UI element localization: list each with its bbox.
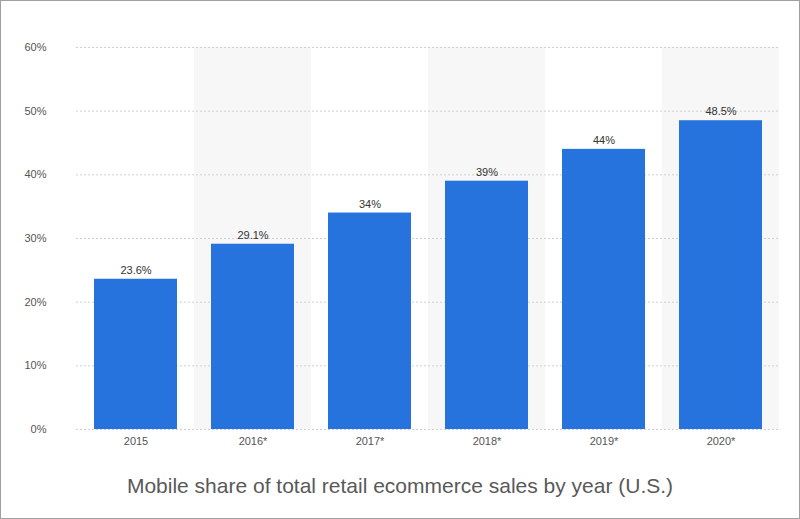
svg-text:2016*: 2016*: [239, 435, 268, 447]
svg-text:44%: 44%: [593, 134, 615, 146]
svg-text:39%: 39%: [476, 166, 498, 178]
svg-text:40%: 40%: [24, 168, 46, 180]
svg-text:2018*: 2018*: [473, 435, 502, 447]
svg-text:10%: 10%: [24, 359, 46, 371]
svg-text:2020*: 2020*: [707, 435, 736, 447]
svg-text:50%: 50%: [24, 105, 46, 117]
svg-text:23.6%: 23.6%: [120, 264, 151, 276]
svg-text:29.1%: 29.1%: [237, 229, 268, 241]
svg-text:2015: 2015: [124, 435, 148, 447]
svg-text:20%: 20%: [24, 296, 46, 308]
svg-text:60%: 60%: [24, 41, 46, 53]
svg-text:30%: 30%: [24, 232, 46, 244]
svg-text:0%: 0%: [31, 423, 47, 435]
svg-text:48.5%: 48.5%: [705, 105, 736, 117]
svg-text:2019*: 2019*: [590, 435, 619, 447]
html-text:Mobile share of total retail e: Mobile share of total retail ecommerce s…: [126, 474, 674, 497]
svg-text:34%: 34%: [359, 198, 381, 210]
svg-text:2017*: 2017*: [356, 435, 385, 447]
